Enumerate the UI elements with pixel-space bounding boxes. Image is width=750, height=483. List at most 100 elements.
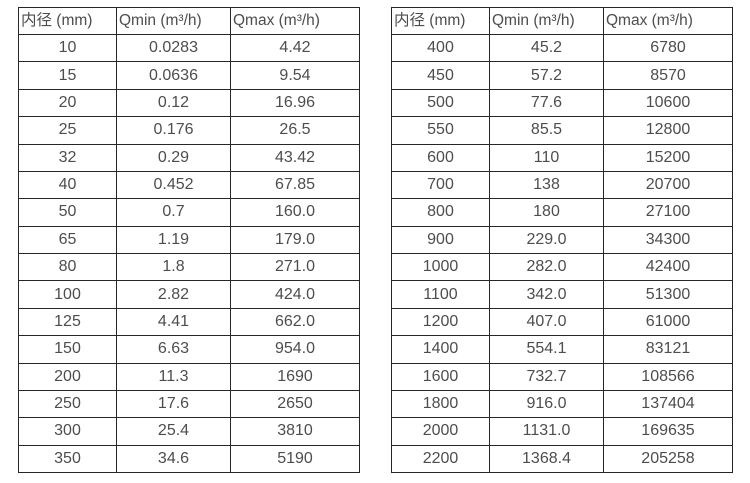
table-cell: 700 [391, 170, 490, 200]
table-cell: 40 [18, 170, 117, 200]
table-cell: 2200 [391, 444, 490, 474]
table-row: 1100 342.0 51300 [391, 280, 733, 309]
header-row: 内径 (mm) Qmin (m³/h) Qmax (m³/h) [18, 7, 360, 35]
table-row: 1400 554.1 83121 [391, 335, 733, 364]
table-cell: 271.0 [230, 252, 360, 282]
table-cell: 15200 [603, 143, 733, 172]
table-cell: 0.0283 [116, 33, 231, 63]
table-cell: 550 [391, 116, 490, 145]
table-cell: 11.3 [116, 362, 231, 391]
table-cell: 200 [18, 362, 117, 391]
table-cell: 110 [489, 143, 604, 172]
table-cell: 45.2 [489, 33, 604, 63]
table-cell: 20700 [603, 170, 733, 200]
flow-table-small-diameters: 内径 (mm) Qmin (m³/h) Qmax (m³/h) 10 0.0283… [18, 7, 360, 474]
table-cell: 6.63 [116, 335, 231, 364]
column-header-diameter: 内径 (mm) [18, 7, 117, 35]
table-row: 600 110 15200 [391, 143, 733, 172]
table-row: 550 85.5 12800 [391, 116, 733, 145]
table-cell: 0.29 [116, 143, 231, 172]
table-row: 450 57.2 8570 [391, 61, 733, 90]
table-cell: 300 [18, 417, 117, 446]
header-row: 内径 (mm) Qmin (m³/h) Qmax (m³/h) [391, 7, 733, 35]
table-row: 200 11.3 1690 [18, 362, 360, 391]
table-cell: 100 [18, 280, 117, 309]
table-cell: 8570 [603, 61, 733, 90]
table-cell: 32 [18, 143, 117, 172]
table-cell: 67.85 [230, 170, 360, 200]
table-cell: 108566 [603, 362, 733, 391]
table-cell: 1368.4 [489, 444, 604, 474]
table-cell: 80 [18, 252, 117, 282]
table-cell: 600 [391, 143, 490, 172]
table-cell: 282.0 [489, 252, 604, 282]
table-row: 100 2.82 424.0 [18, 280, 360, 309]
column-header-qmax: Qmax (m³/h) [603, 7, 733, 35]
table-cell: 1400 [391, 335, 490, 364]
table-cell: 83121 [603, 335, 733, 364]
table-cell: 407.0 [489, 307, 604, 337]
table-row: 400 45.2 6780 [391, 33, 733, 63]
table-cell: 9.54 [230, 61, 360, 90]
table-cell: 424.0 [230, 280, 360, 309]
table-cell: 2.82 [116, 280, 231, 309]
table-cell: 180 [489, 198, 604, 227]
table-row: 1600 732.7 108566 [391, 362, 733, 391]
table-row: 150 6.63 954.0 [18, 335, 360, 364]
table-row: 15 0.0636 9.54 [18, 61, 360, 90]
table-cell: 800 [391, 198, 490, 227]
flow-table-large-diameters: 内径 (mm) Qmin (m³/h) Qmax (m³/h) 400 45.2 6… [391, 7, 733, 474]
table-cell: 4.42 [230, 33, 360, 63]
table-row: 50 0.7 160.0 [18, 198, 360, 227]
table-cell: 662.0 [230, 307, 360, 337]
table-cell: 12800 [603, 116, 733, 145]
table-row: 65 1.19 179.0 [18, 225, 360, 255]
table-cell: 57.2 [489, 61, 604, 90]
table-cell: 0.7 [116, 198, 231, 227]
table-row: 32 0.29 43.42 [18, 143, 360, 172]
table-cell: 732.7 [489, 362, 604, 391]
table-cell: 34.6 [116, 444, 231, 474]
table-row: 800 180 27100 [391, 198, 733, 227]
table-cell: 342.0 [489, 280, 604, 309]
table-row: 125 4.41 662.0 [18, 307, 360, 337]
table-cell: 2000 [391, 417, 490, 446]
table-cell: 0.176 [116, 116, 231, 145]
table-row: 40 0.452 67.85 [18, 170, 360, 200]
table-cell: 65 [18, 225, 117, 255]
table-cell: 179.0 [230, 225, 360, 255]
table-cell: 450 [391, 61, 490, 90]
table-cell: 27100 [603, 198, 733, 227]
table-cell: 1100 [391, 280, 490, 309]
table-cell: 138 [489, 170, 604, 200]
table-cell: 26.5 [230, 116, 360, 145]
table-cell: 17.6 [116, 389, 231, 419]
table-cell: 34300 [603, 225, 733, 255]
table-row: 25 0.176 26.5 [18, 116, 360, 145]
table-cell: 205258 [603, 444, 733, 474]
table-row: 300 25.4 3810 [18, 417, 360, 446]
table-cell: 1.8 [116, 252, 231, 282]
table-cell: 0.0636 [116, 61, 231, 90]
table-row: 350 34.6 5190 [18, 444, 360, 474]
table-cell: 169635 [603, 417, 733, 446]
table-cell: 77.6 [489, 88, 604, 118]
table-cell: 900 [391, 225, 490, 255]
table-row: 10 0.0283 4.42 [18, 33, 360, 63]
table-cell: 400 [391, 33, 490, 63]
table-cell: 25.4 [116, 417, 231, 446]
table-row: 700 138 20700 [391, 170, 733, 200]
table-cell: 1131.0 [489, 417, 604, 446]
table-cell: 554.1 [489, 335, 604, 364]
table-cell: 160.0 [230, 198, 360, 227]
table-cell: 500 [391, 88, 490, 118]
table-cell: 51300 [603, 280, 733, 309]
table-row: 500 77.6 10600 [391, 88, 733, 118]
table-cell: 43.42 [230, 143, 360, 172]
table-cell: 916.0 [489, 389, 604, 419]
table-row: 1800 916.0 137404 [391, 389, 733, 419]
table-cell: 1000 [391, 252, 490, 282]
table-row: 2000 1131.0 169635 [391, 417, 733, 446]
table-cell: 10 [18, 33, 117, 63]
